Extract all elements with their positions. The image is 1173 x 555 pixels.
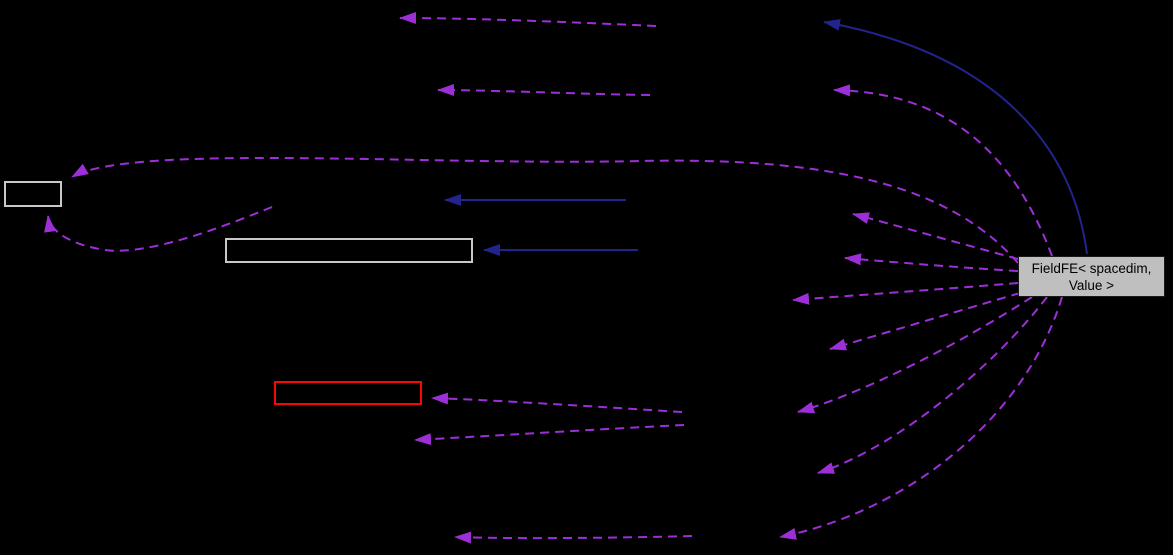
main-node-fieldfe: FieldFE< spacedim, Value > [1018, 256, 1165, 297]
main-node-label-line1: FieldFE< spacedim, [1031, 260, 1152, 276]
main-node-label-line2: Value > [1068, 277, 1115, 293]
usage-edge-fan-2 [844, 253, 1019, 272]
usage-edge-top-curve [833, 84, 1053, 257]
usage-edge-fan-1 [852, 212, 1019, 260]
graph-node-middle[interactable] [225, 238, 473, 263]
inheritance-edge-top-curve [823, 18, 1088, 255]
usage-edge-into-red-node [431, 392, 683, 413]
graph-node-top-left[interactable] [4, 181, 62, 207]
usage-edge-top-row-2 [437, 84, 651, 97]
usage-edge-top-row-1 [399, 12, 657, 27]
graph-node-red[interactable] [274, 381, 422, 405]
usage-edge-loop-to-left-node [44, 206, 273, 252]
usage-edge-to-left-node [71, 156, 1019, 264]
usage-edge-fan-7-bottom-curve [779, 296, 1063, 540]
usage-edge-fan-5 [797, 296, 1033, 414]
usage-edge-fan-3 [792, 282, 1019, 305]
usage-edge-below-red-node [414, 424, 685, 446]
usage-edge-bottom-row [454, 531, 693, 544]
usage-edge-fan-6 [817, 296, 1048, 474]
